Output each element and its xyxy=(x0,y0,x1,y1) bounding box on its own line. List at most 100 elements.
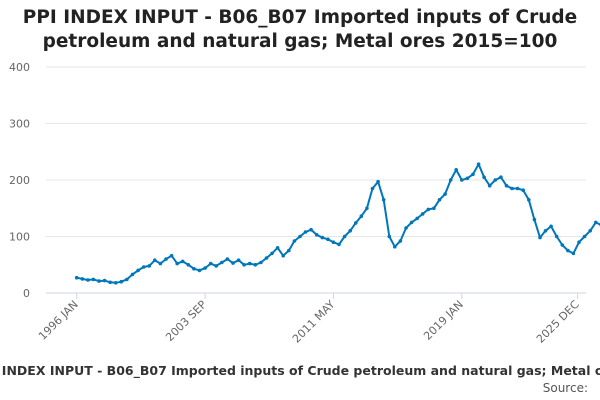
x-tick-label: 2003 SEP xyxy=(163,298,209,344)
data-point[interactable] xyxy=(119,279,124,284)
data-point[interactable] xyxy=(532,217,537,222)
data-point[interactable] xyxy=(499,175,503,179)
data-point[interactable] xyxy=(577,240,581,244)
data-point[interactable] xyxy=(493,178,498,182)
data-point[interactable] xyxy=(147,264,152,268)
data-point[interactable] xyxy=(337,242,341,247)
data-point[interactable] xyxy=(404,226,408,230)
y-tick-label: 0 xyxy=(23,287,30,300)
data-point[interactable] xyxy=(225,257,230,261)
data-point[interactable] xyxy=(86,278,90,282)
data-point[interactable] xyxy=(197,268,202,273)
data-point[interactable] xyxy=(97,279,101,283)
y-tick-label: 300 xyxy=(9,118,30,131)
data-point[interactable] xyxy=(448,178,453,182)
data-point[interactable] xyxy=(220,260,224,265)
data-point[interactable] xyxy=(242,263,246,267)
data-point[interactable] xyxy=(398,239,403,243)
data-point[interactable] xyxy=(471,172,475,177)
data-point[interactable] xyxy=(359,214,364,218)
data-point[interactable] xyxy=(292,239,297,243)
data-point[interactable] xyxy=(454,168,459,172)
data-point[interactable] xyxy=(415,216,420,221)
data-point[interactable] xyxy=(175,261,179,266)
data-point[interactable] xyxy=(231,261,235,265)
data-point[interactable] xyxy=(393,244,397,249)
data-point[interactable] xyxy=(164,257,168,261)
data-point[interactable] xyxy=(443,192,447,196)
data-point[interactable] xyxy=(74,275,79,280)
data-point[interactable] xyxy=(169,253,174,258)
data-point[interactable] xyxy=(309,227,313,232)
data-point[interactable] xyxy=(460,178,464,182)
data-point[interactable] xyxy=(247,261,252,266)
data-point[interactable] xyxy=(566,248,570,253)
data-point[interactable] xyxy=(331,240,336,244)
data-point[interactable] xyxy=(186,263,191,267)
data-point[interactable] xyxy=(153,258,157,263)
data-point[interactable] xyxy=(180,259,185,264)
data-point[interactable] xyxy=(136,268,140,273)
data-point[interactable] xyxy=(108,280,112,285)
data-point[interactable] xyxy=(275,246,280,250)
data-point[interactable] xyxy=(303,230,308,234)
data-point[interactable] xyxy=(549,224,553,229)
data-point[interactable] xyxy=(314,233,319,237)
data-point[interactable] xyxy=(409,220,414,225)
data-point[interactable] xyxy=(91,277,96,282)
data-point[interactable] xyxy=(381,198,386,202)
data-point[interactable] xyxy=(432,206,436,211)
data-point[interactable] xyxy=(370,186,375,191)
data-point[interactable] xyxy=(281,253,286,258)
data-point[interactable] xyxy=(571,251,576,256)
data-point[interactable] xyxy=(437,198,442,202)
data-point[interactable] xyxy=(543,229,548,233)
data-point[interactable] xyxy=(348,229,353,233)
data-point[interactable] xyxy=(287,248,291,253)
data-point[interactable] xyxy=(420,212,425,216)
data-point[interactable] xyxy=(426,207,431,212)
data-point[interactable] xyxy=(102,278,107,283)
data-point[interactable] xyxy=(487,183,492,188)
data-point[interactable] xyxy=(527,198,531,202)
data-point[interactable] xyxy=(114,281,118,285)
data-point[interactable] xyxy=(342,234,347,239)
data-point[interactable] xyxy=(482,175,486,179)
data-point[interactable] xyxy=(387,234,392,239)
data-point[interactable] xyxy=(259,260,263,265)
data-point[interactable] xyxy=(125,277,129,282)
data-point[interactable] xyxy=(158,261,163,266)
data-point[interactable] xyxy=(208,261,213,266)
data-point[interactable] xyxy=(264,256,269,260)
data-point[interactable] xyxy=(554,234,559,239)
data-point[interactable] xyxy=(476,162,481,166)
data-point[interactable] xyxy=(515,186,520,191)
data-point[interactable] xyxy=(521,188,525,192)
x-tick-label: 2025 DEC xyxy=(534,298,582,346)
data-point[interactable] xyxy=(582,234,587,239)
data-point[interactable] xyxy=(253,263,258,267)
data-point[interactable] xyxy=(504,183,509,188)
data-point[interactable] xyxy=(376,179,380,184)
data-point[interactable] xyxy=(203,266,207,270)
data-point[interactable] xyxy=(214,264,218,268)
chart-title-line-2: petroleum and natural gas; Metal ores 20… xyxy=(42,31,558,52)
data-point[interactable] xyxy=(510,186,514,191)
series-line xyxy=(76,163,600,284)
data-point[interactable] xyxy=(588,229,592,233)
data-point[interactable] xyxy=(365,206,369,211)
data-point[interactable] xyxy=(538,235,542,240)
data-point[interactable] xyxy=(326,237,330,242)
data-point[interactable] xyxy=(465,176,470,181)
data-point[interactable] xyxy=(80,277,85,281)
data-point[interactable] xyxy=(236,258,241,263)
data-point[interactable] xyxy=(298,234,302,239)
data-point[interactable] xyxy=(354,221,358,225)
data-point[interactable] xyxy=(320,235,325,240)
data-point[interactable] xyxy=(192,266,196,271)
data-point[interactable] xyxy=(141,265,146,269)
data-point[interactable] xyxy=(270,251,274,256)
data-point[interactable] xyxy=(130,272,135,277)
data-point[interactable] xyxy=(560,243,565,247)
data-point[interactable] xyxy=(594,220,598,225)
